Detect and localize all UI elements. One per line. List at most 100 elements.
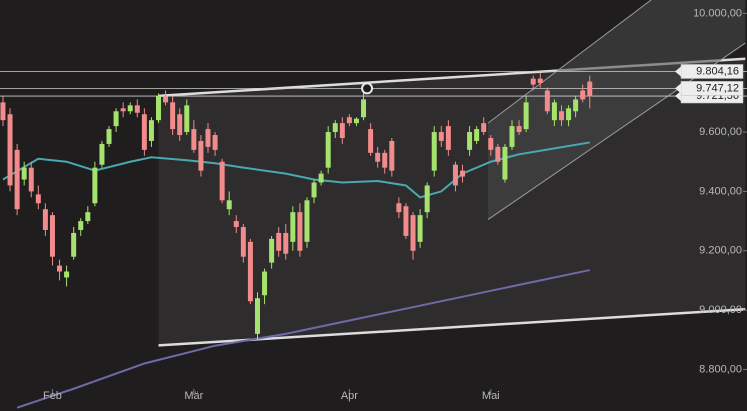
candle-body (544, 90, 550, 112)
candle-body (198, 140, 204, 171)
candle-body (417, 215, 423, 242)
candle-body (445, 126, 451, 150)
candle-body (311, 182, 317, 198)
candle-body (233, 221, 239, 228)
candle-body (78, 221, 84, 230)
candle-body (0, 102, 6, 121)
candle-body (467, 132, 473, 150)
candle-body (346, 117, 352, 124)
candle-body (49, 215, 55, 257)
candle-body (283, 232, 289, 254)
candle-body (481, 123, 487, 133)
y-tick-label: 8.800,00 (699, 363, 742, 375)
candle-body (452, 164, 458, 186)
candle-body (431, 132, 437, 171)
candle-body (35, 194, 41, 204)
candle-body (410, 215, 416, 251)
candle-body (99, 143, 105, 165)
marker (361, 82, 374, 95)
candle-body (290, 212, 296, 242)
candle-body (509, 126, 515, 147)
candle-body (368, 129, 374, 153)
moving-average (2, 141, 590, 199)
candle-body (120, 108, 126, 112)
candle-body (332, 123, 338, 133)
candle-body (184, 105, 190, 133)
candle-body (304, 200, 310, 242)
candle-body (530, 78, 536, 85)
candle-body (339, 123, 345, 138)
y-tick-label: 10.000,00 (693, 7, 742, 19)
candle-body (537, 78, 543, 84)
candle-body (106, 129, 112, 144)
y-tick-label: 9.200,00 (699, 245, 742, 257)
candle-body (580, 90, 586, 100)
candle-body (177, 114, 183, 136)
candle-body (141, 114, 147, 150)
candle-body (558, 111, 564, 121)
candle-body (566, 108, 572, 121)
trend-line (487, 0, 652, 124)
candle-body (170, 102, 176, 130)
candle-body (64, 271, 70, 278)
candle-body (156, 96, 162, 121)
candle-body (262, 271, 268, 296)
channel-fill (487, 0, 746, 220)
candle-body (85, 212, 91, 222)
candle-body (587, 81, 593, 97)
candle-body (240, 227, 246, 257)
candle-body (460, 170, 466, 177)
candle-body (247, 241, 253, 302)
candle-body (57, 265, 63, 272)
candle-body (71, 232, 77, 257)
y-tick-label: 9.600,00 (699, 126, 742, 138)
candle-body (353, 118, 359, 124)
candle-body (254, 298, 260, 334)
candle-body (361, 99, 367, 118)
candle-body (318, 173, 324, 183)
candle-body (42, 209, 48, 230)
y-tick-label: 9.400,00 (699, 185, 742, 197)
candle-body (382, 152, 388, 168)
candle-body (219, 161, 225, 201)
x-tick-label: Apr (341, 390, 358, 402)
candle-body (134, 105, 140, 113)
level-label-pointer (675, 83, 681, 94)
candle-body (516, 126, 522, 133)
candle-body (297, 212, 303, 251)
x-tick-label: Mär (184, 390, 203, 402)
candle-body (276, 232, 282, 251)
candle-body (148, 120, 154, 141)
candle-body (523, 102, 529, 130)
candle-body (205, 129, 211, 147)
level-label: 9.747,12 (696, 82, 739, 94)
candle-body (226, 200, 232, 210)
candle-body (113, 111, 119, 127)
candle-body (474, 129, 480, 141)
x-tick-label: Mai (482, 390, 500, 402)
candle-body (191, 129, 197, 150)
candle-body (495, 146, 501, 162)
candle-body (163, 96, 169, 103)
candle-body (488, 137, 494, 150)
candle-body (551, 102, 557, 121)
candle-body (424, 185, 430, 213)
candle-body (21, 167, 27, 180)
candle-body (438, 132, 444, 141)
candle-body (325, 132, 331, 168)
y-tick-label: 9.000,00 (699, 304, 742, 316)
level-label-pointer (675, 66, 681, 77)
candle-body (7, 114, 13, 186)
candle-body (269, 238, 275, 263)
candle-body (375, 152, 381, 162)
level-label: 9.804,16 (696, 65, 739, 77)
x-tick-label: Feb (43, 390, 62, 402)
candle-body (396, 203, 402, 213)
candle-body (14, 149, 20, 210)
candle-body (28, 167, 34, 192)
candle-body (212, 135, 218, 150)
candle-body (127, 105, 133, 112)
